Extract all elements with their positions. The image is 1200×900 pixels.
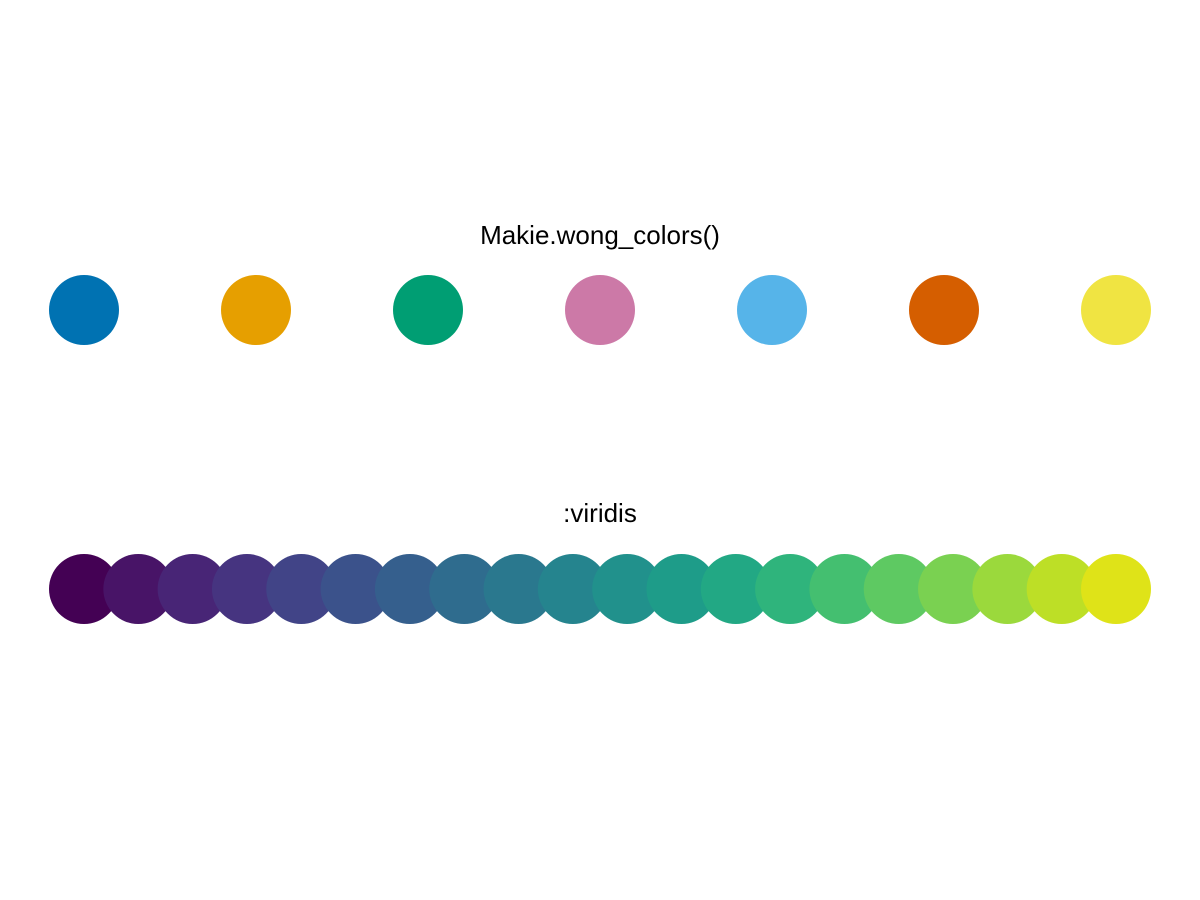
wong-colors-markers [49,275,1151,345]
wong-colors-panel: Makie.wong_colors() [49,220,1151,345]
wong-color-marker-7 [1081,275,1151,345]
viridis-title: :viridis [563,498,637,528]
viridis-marker-9 [483,554,554,624]
wong-colors-title: Makie.wong_colors() [480,220,720,250]
viridis-marker-4 [211,554,282,624]
viridis-marker-19 [1026,554,1097,624]
viridis-marker-16 [863,554,934,624]
viridis-panel: :viridis [49,498,1151,624]
viridis-marker-11 [592,554,663,624]
viridis-marker-17 [918,554,989,624]
viridis-marker-20 [1081,554,1151,624]
wong-color-marker-1 [49,275,119,345]
viridis-marker-6 [320,554,391,624]
viridis-marker-15 [809,554,880,624]
viridis-markers [49,554,1151,624]
viridis-marker-14 [755,554,826,624]
wong-color-marker-3 [393,275,463,345]
viridis-marker-5 [266,554,337,624]
wong-color-marker-6 [909,275,979,345]
viridis-marker-18 [972,554,1043,624]
viridis-marker-12 [646,554,717,624]
wong-color-marker-2 [221,275,291,345]
viridis-marker-8 [429,554,500,624]
wong-color-marker-4 [565,275,635,345]
wong-color-marker-5 [737,275,807,345]
viridis-marker-3 [157,554,228,624]
viridis-marker-7 [374,554,445,624]
viridis-marker-1 [49,554,119,624]
viridis-marker-2 [103,554,174,624]
viridis-marker-13 [700,554,771,624]
viridis-marker-10 [537,554,608,624]
